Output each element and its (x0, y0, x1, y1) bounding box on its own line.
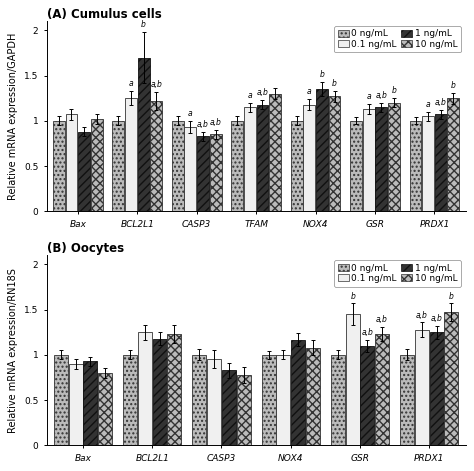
Bar (375, 334, 389, 446)
Text: a: a (128, 79, 133, 88)
Bar (331, 355, 345, 446)
Bar (112, 121, 124, 211)
Bar (346, 314, 360, 446)
Text: a: a (366, 92, 371, 101)
Text: a: a (188, 109, 193, 118)
Bar (306, 348, 320, 446)
Bar (401, 355, 414, 446)
Bar (53, 121, 65, 211)
Bar (91, 119, 103, 211)
Bar (210, 134, 221, 211)
Text: a,b: a,b (150, 80, 162, 89)
Text: a,b: a,b (362, 328, 374, 337)
Bar (184, 127, 196, 211)
Bar (410, 121, 421, 211)
Bar (150, 101, 162, 211)
Bar (350, 121, 362, 211)
Bar (78, 132, 90, 211)
Bar (375, 107, 387, 211)
Text: (B) Oocytes: (B) Oocytes (46, 243, 124, 255)
Text: a: a (426, 100, 430, 109)
Legend: 0 ng/mL, 0.1 ng/mL, 1 ng/mL, 10 ng/mL: 0 ng/mL, 0.1 ng/mL, 1 ng/mL, 10 ng/mL (334, 26, 461, 52)
Bar (328, 97, 340, 211)
Bar (435, 114, 447, 211)
Bar (197, 136, 209, 211)
Bar (172, 121, 184, 211)
Bar (69, 364, 82, 446)
Text: a: a (247, 91, 252, 100)
Bar (291, 340, 305, 446)
Text: a: a (307, 88, 311, 97)
Bar (207, 359, 221, 446)
Bar (222, 370, 236, 446)
Bar (237, 375, 250, 446)
Bar (138, 333, 152, 446)
Text: a,b: a,b (376, 315, 388, 324)
Y-axis label: Relative mRNA expression/RN18S: Relative mRNA expression/RN18S (9, 268, 18, 433)
Bar (360, 346, 374, 446)
Bar (125, 98, 137, 211)
Text: b: b (449, 292, 454, 300)
Bar (123, 355, 137, 446)
Legend: 0 ng/mL, 0.1 ng/mL, 1 ng/mL, 10 ng/mL: 0 ng/mL, 0.1 ng/mL, 1 ng/mL, 10 ng/mL (334, 260, 461, 286)
Text: b: b (350, 292, 355, 300)
Text: b: b (392, 87, 396, 96)
Text: a,b: a,b (435, 98, 447, 107)
Bar (291, 121, 302, 211)
Bar (303, 105, 315, 211)
Bar (269, 94, 281, 211)
Text: a,b: a,b (416, 311, 428, 320)
Bar (363, 109, 374, 211)
Bar (83, 361, 97, 446)
Y-axis label: Relative mRNA expression/GAPDH: Relative mRNA expression/GAPDH (9, 32, 18, 200)
Bar (422, 116, 434, 211)
Bar (316, 89, 328, 211)
Bar (153, 339, 166, 446)
Bar (262, 355, 275, 446)
Text: b: b (332, 79, 337, 88)
Bar (256, 105, 268, 211)
Bar (447, 98, 459, 211)
Bar (98, 373, 112, 446)
Text: a,b: a,b (431, 314, 443, 323)
Bar (137, 57, 149, 211)
Bar (445, 312, 458, 446)
Bar (276, 355, 291, 446)
Text: a,b: a,b (197, 120, 209, 129)
Bar (65, 114, 77, 211)
Text: b: b (141, 20, 146, 30)
Bar (244, 107, 256, 211)
Bar (192, 355, 206, 446)
Bar (388, 103, 400, 211)
Bar (415, 330, 429, 446)
Text: b: b (319, 70, 324, 79)
Text: a,b: a,b (256, 88, 268, 97)
Bar (231, 121, 243, 211)
Bar (167, 334, 181, 446)
Text: a,b: a,b (375, 91, 387, 100)
Text: b: b (451, 81, 456, 90)
Text: (A) Cumulus cells: (A) Cumulus cells (46, 8, 161, 21)
Bar (430, 333, 444, 446)
Text: a,b: a,b (210, 118, 221, 127)
Bar (54, 355, 68, 446)
